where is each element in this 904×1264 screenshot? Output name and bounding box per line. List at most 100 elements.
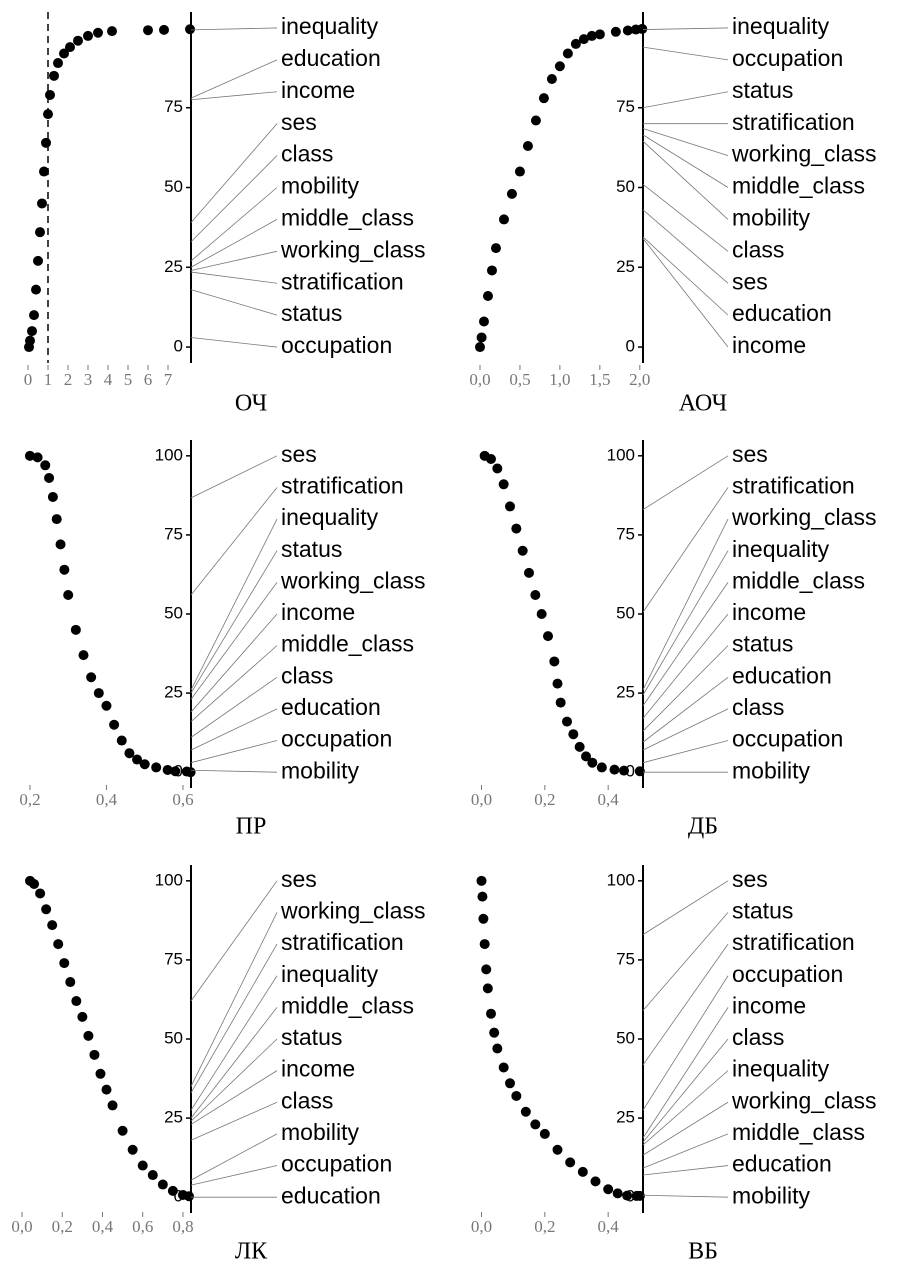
point — [33, 255, 43, 266]
point — [524, 567, 534, 578]
leader-line — [190, 880, 278, 1002]
point — [51, 514, 62, 525]
point — [506, 188, 517, 199]
leader-line — [642, 487, 729, 613]
y-tick-label: 50 — [164, 603, 183, 622]
x-tick-label: 0,5 — [509, 370, 530, 389]
label: ses — [281, 441, 317, 467]
y-tick-label: 50 — [616, 177, 635, 196]
point — [552, 678, 563, 689]
point — [78, 650, 89, 661]
y-tick-label: 50 — [616, 1028, 635, 1047]
leader-line — [642, 91, 729, 109]
leader-line — [190, 550, 278, 694]
point — [147, 1170, 158, 1181]
label: inequality — [732, 1056, 830, 1082]
label: middle_class — [732, 1119, 865, 1145]
leader-line — [190, 219, 278, 268]
label: working_class — [280, 898, 425, 924]
y-tick-label: 75 — [164, 949, 183, 968]
leader-line — [642, 27, 729, 30]
point — [35, 227, 45, 238]
point — [581, 751, 591, 762]
label: class — [281, 662, 333, 688]
leader-line — [642, 880, 729, 935]
point — [520, 1106, 531, 1117]
panel-title: АОЧ — [679, 391, 727, 417]
point — [132, 754, 143, 765]
point — [543, 631, 553, 642]
point — [590, 1176, 601, 1187]
label: class — [732, 694, 784, 720]
point — [45, 89, 55, 100]
point — [530, 590, 541, 601]
point — [95, 1068, 106, 1079]
label: inequality — [732, 13, 830, 39]
y-tick-label: 25 — [164, 257, 183, 276]
leader-line — [642, 1101, 729, 1156]
x-tick-label: 0,2 — [52, 1217, 73, 1236]
label: status — [281, 1024, 342, 1050]
point — [185, 767, 196, 778]
label: mobility — [281, 757, 359, 783]
y-tick-label: 75 — [164, 97, 183, 116]
point — [101, 1084, 112, 1095]
point — [492, 463, 503, 474]
point — [498, 214, 509, 225]
point — [622, 25, 633, 36]
point — [637, 23, 648, 34]
leader-line — [190, 1133, 278, 1181]
point — [86, 672, 97, 683]
point — [511, 523, 522, 534]
point — [37, 198, 47, 209]
leader-line — [190, 487, 278, 596]
leader-line — [642, 236, 729, 316]
point — [63, 590, 74, 601]
x-tick-label: 0,8 — [172, 1217, 193, 1236]
point — [170, 766, 181, 777]
label: inequality — [281, 504, 379, 530]
label: class — [732, 236, 784, 262]
y-tick-label: 100 — [155, 445, 183, 464]
label: education — [732, 300, 832, 326]
point — [167, 1185, 178, 1196]
point — [53, 58, 63, 69]
point — [127, 1144, 138, 1155]
point — [489, 1027, 500, 1038]
label: middle_class — [732, 173, 865, 199]
point — [578, 34, 589, 45]
point — [609, 764, 620, 775]
label: occupation — [732, 726, 843, 752]
label: stratification — [732, 473, 855, 499]
point — [568, 729, 579, 740]
point — [486, 453, 496, 464]
label: class — [281, 1087, 333, 1113]
leader-line — [190, 455, 278, 499]
leader-line — [190, 250, 278, 271]
leader-line — [642, 183, 729, 252]
label: working_class — [731, 141, 876, 167]
y-tick-label: 100 — [155, 870, 183, 889]
y-tick-label: 25 — [616, 683, 635, 702]
label: education — [732, 1151, 832, 1177]
point — [522, 141, 533, 152]
leader-line — [190, 518, 278, 691]
label: stratification — [281, 929, 404, 955]
point — [41, 137, 51, 148]
label: working_class — [731, 504, 876, 530]
leader-line — [190, 27, 278, 31]
point — [482, 290, 493, 301]
y-tick-label: 75 — [616, 949, 635, 968]
point — [27, 326, 37, 337]
label: stratification — [281, 268, 404, 294]
x-tick-label: 4 — [104, 370, 113, 389]
x-tick-label: 1,5 — [589, 370, 610, 389]
x-tick-label: 0,2 — [534, 1217, 555, 1236]
leader-line — [190, 155, 278, 243]
leader-line — [190, 59, 278, 99]
y-tick-label: 100 — [607, 445, 635, 464]
label: occupation — [732, 961, 843, 987]
x-tick-label: 0,6 — [132, 1217, 153, 1236]
point — [536, 609, 547, 619]
point — [570, 38, 581, 49]
